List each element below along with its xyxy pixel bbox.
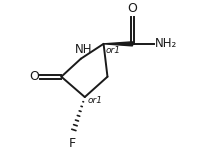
Polygon shape [104,42,133,46]
Text: NH: NH [74,43,92,56]
Text: NH₂: NH₂ [154,37,177,50]
Text: or1: or1 [87,96,102,105]
Text: F: F [69,137,76,150]
Text: or1: or1 [106,46,121,55]
Text: O: O [30,70,39,83]
Text: O: O [128,2,137,15]
